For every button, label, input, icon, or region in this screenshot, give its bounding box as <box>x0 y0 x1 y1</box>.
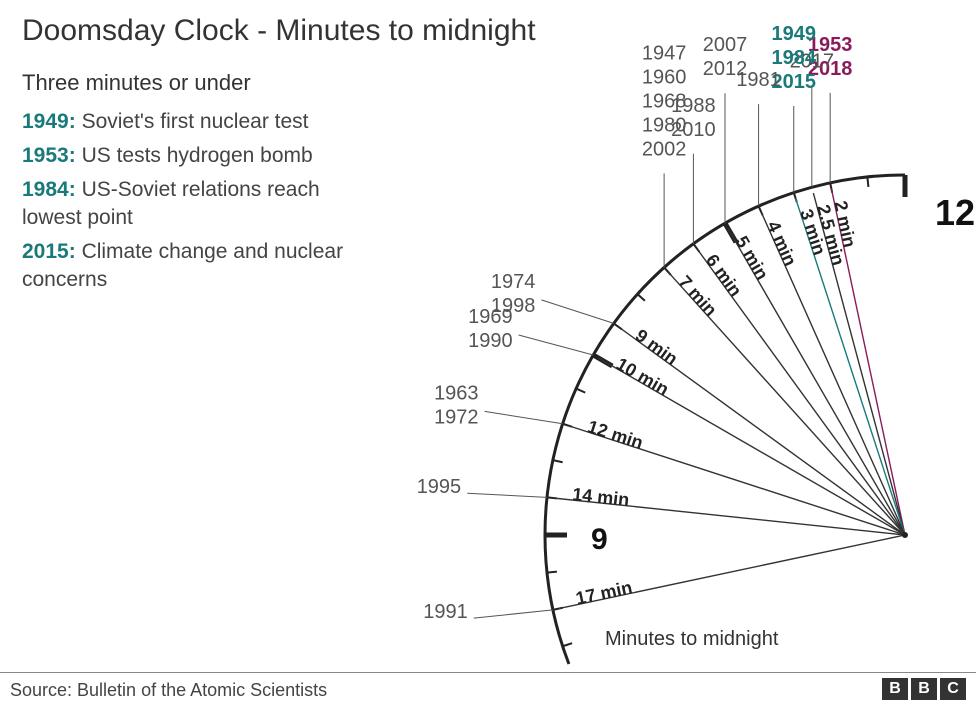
year-1974: 1974 <box>491 271 536 293</box>
year-1972: 1972 <box>434 406 479 428</box>
leader-10 <box>519 335 594 355</box>
bbc-logo: BBC <box>879 678 966 700</box>
tick <box>867 177 868 187</box>
year-1963: 1963 <box>434 382 479 404</box>
min-label-14: 14 min <box>571 484 630 510</box>
clock-diagram: 129Minutes to midnight2 min195320182.5 m… <box>0 0 976 710</box>
year-1991: 1991 <box>423 601 468 623</box>
label-12: 12 <box>935 192 975 233</box>
leader-12 <box>485 411 563 423</box>
leader-17 <box>474 610 553 618</box>
source-text: Source: Bulletin of the Atomic Scientist… <box>10 680 327 701</box>
min-label-5: 5 min <box>732 233 773 284</box>
year-1949: 1949 <box>772 23 817 45</box>
bbc-c: C <box>940 678 966 700</box>
min-label-7: 7 min <box>675 272 721 320</box>
doomsday-infographic: Doomsday Clock - Minutes to midnight Thr… <box>0 0 976 710</box>
year-2007: 2007 <box>703 34 748 56</box>
bbc-b2: B <box>911 678 937 700</box>
leader-14 <box>467 493 547 497</box>
bbc-b1: B <box>882 678 908 700</box>
leader-9 <box>541 300 613 324</box>
year-1995: 1995 <box>417 476 462 498</box>
year-1984: 1984 <box>772 47 817 69</box>
year-1960: 1960 <box>642 66 687 88</box>
min-label-4: 4 min <box>763 218 800 269</box>
year-1980: 1980 <box>642 114 687 136</box>
center-dot <box>902 532 908 538</box>
min-label-17: 17 min <box>574 577 634 608</box>
axis-label: Minutes to midnight <box>605 628 779 650</box>
year-1990: 1990 <box>468 330 513 352</box>
tick <box>637 294 644 301</box>
year-1969: 1969 <box>468 306 513 328</box>
tick <box>563 643 573 646</box>
min-label-12: 12 min <box>585 416 645 453</box>
year-2012: 2012 <box>703 58 748 80</box>
year-1968: 1968 <box>642 90 687 112</box>
label-9: 9 <box>591 523 608 556</box>
year-1947: 1947 <box>642 42 687 64</box>
tick <box>576 389 585 393</box>
year-2002: 2002 <box>642 138 687 160</box>
tick <box>547 572 557 573</box>
tick <box>553 460 563 462</box>
footer-divider <box>0 672 976 673</box>
